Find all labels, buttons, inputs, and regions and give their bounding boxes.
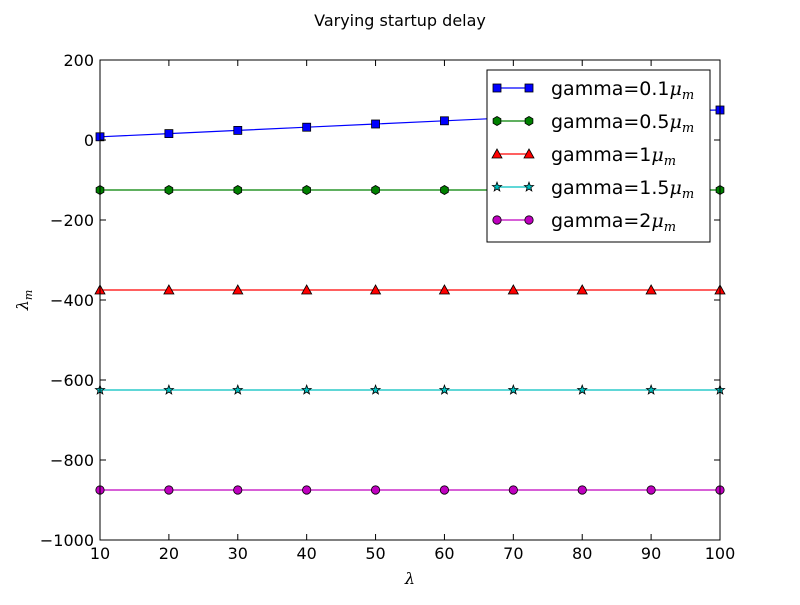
- y-tick-label: −400: [50, 291, 94, 310]
- y-tick-label: −600: [50, 371, 94, 390]
- x-tick-label: 70: [503, 544, 523, 563]
- series-gamma-1-point: [232, 284, 244, 295]
- legend: gamma=0.1μm gamma=0.5μm gamma=1μm gamma=1.5…: [486, 69, 711, 243]
- series-gamma-0-5-point: [440, 185, 449, 195]
- series-gamma-2-point: [233, 485, 243, 495]
- y-tick-label: −800: [50, 451, 94, 470]
- legend-label: gamma=0.5μm: [551, 111, 694, 136]
- series-gamma-1-5-point: [507, 384, 519, 395]
- series-gamma-1-point: [163, 284, 175, 295]
- x-tick-label: 80: [572, 544, 592, 563]
- series-gamma-2-point: [508, 485, 518, 495]
- legend-entry-gamma-2: gamma=2μm: [492, 210, 676, 235]
- x-axis-label: λ: [404, 569, 415, 588]
- series-gamma-0-1-point: [371, 119, 380, 129]
- series-gamma-1-point: [438, 284, 451, 295]
- series-gamma-0-5-point: [164, 185, 174, 195]
- series-gamma-1-5-point: [232, 384, 244, 395]
- x-tick-label: 30: [228, 544, 248, 563]
- x-tick-label: 40: [296, 544, 316, 563]
- series-gamma-1-point: [300, 284, 313, 295]
- series-gamma-2-point: [646, 485, 656, 495]
- x-tick-label: 50: [365, 544, 385, 563]
- legend-marker: [492, 215, 502, 225]
- legend-marker: [524, 116, 534, 126]
- axis-ticks: 10 20 30 40 50 60 70 80 90 100 200 0 −200 −400 −600 −80…: [40, 51, 735, 563]
- legend-label: gamma=2μm: [551, 210, 676, 235]
- series-gamma-2: [95, 485, 725, 495]
- x-tick-label: 60: [434, 544, 454, 563]
- series-gamma-1: [94, 284, 726, 295]
- legend-entry-gamma-0-5: gamma=0.5μm: [492, 111, 694, 136]
- series-gamma-1-5-point: [163, 384, 175, 395]
- series-gamma-0-5-point: [371, 185, 380, 195]
- series-gamma-1-5-point: [438, 384, 451, 395]
- series-gamma-0-1-point: [164, 129, 174, 139]
- x-tick-label: 20: [159, 544, 179, 563]
- x-tick-label: 10: [90, 544, 110, 563]
- y-axis-label: λm: [13, 290, 35, 312]
- series-gamma-1-5-point: [301, 384, 313, 395]
- legend-marker: [524, 215, 534, 225]
- legend-marker: [523, 181, 535, 192]
- legend-marker: [491, 148, 503, 159]
- series-gamma-0-1-point: [233, 126, 243, 135]
- x-tick-label: 90: [641, 544, 661, 563]
- y-tick-label: 200: [63, 51, 94, 70]
- series-gamma-1-5-point: [576, 384, 588, 395]
- series-gamma-2-point: [439, 485, 450, 495]
- y-tick-label: −1000: [40, 531, 94, 550]
- series-gamma-0-1-point: [302, 122, 312, 132]
- series-gamma-2-point: [370, 485, 381, 495]
- legend-label: gamma=1.5μm: [551, 177, 694, 202]
- series-gamma-2-point: [164, 485, 174, 495]
- series-gamma-1-point: [369, 284, 382, 295]
- legend-marker: [491, 181, 503, 192]
- series-gamma-2-point: [577, 485, 587, 495]
- y-axis-label-main: λ: [13, 300, 32, 311]
- y-tick-label: 0: [84, 131, 94, 150]
- series-gamma-1-point: [576, 284, 588, 295]
- series-gamma-1-5-point: [645, 384, 657, 395]
- series-gamma-1-point: [645, 284, 657, 295]
- series-gamma-1-5-point: [369, 384, 382, 395]
- legend-entry-gamma-1: gamma=1μm: [491, 144, 676, 169]
- series-gamma-0-5-point: [302, 185, 311, 195]
- y-tick-label: −200: [50, 211, 94, 230]
- series-gamma-2-point: [302, 485, 312, 495]
- series-gamma-0-1-point: [440, 116, 449, 126]
- legend-marker: [524, 83, 534, 93]
- legend-marker: [523, 148, 535, 159]
- chart-title: Varying startup delay: [314, 11, 486, 30]
- legend-marker: [492, 116, 502, 126]
- y-axis-label-sub: m: [22, 290, 35, 300]
- legend-box: [486, 69, 711, 243]
- legend-entry-gamma-1-5: gamma=1.5μm: [491, 177, 694, 202]
- series-gamma-1-point: [507, 284, 520, 295]
- series-gamma-0-5-point: [233, 185, 243, 195]
- x-tick-label: 100: [705, 544, 736, 563]
- legend-label: gamma=1μm: [551, 144, 676, 169]
- series-gamma-1-5: [94, 384, 726, 395]
- legend-entry-gamma-0-1: gamma=0.1μm: [492, 78, 694, 103]
- legend-marker: [492, 83, 502, 93]
- legend-label: gamma=0.1μm: [551, 78, 694, 103]
